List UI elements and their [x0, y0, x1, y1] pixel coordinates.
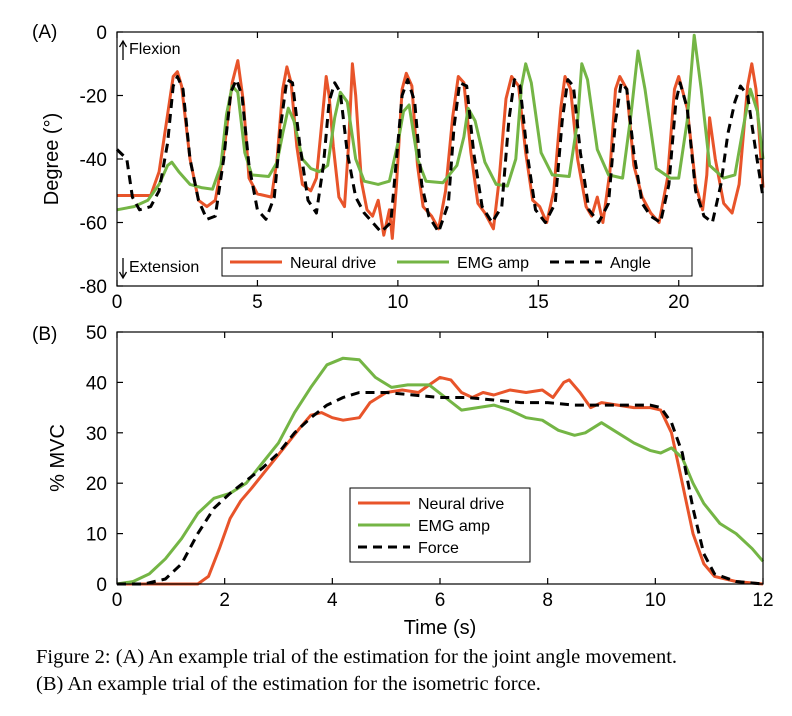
x-tick-label: 6 [435, 590, 446, 611]
legend-entry: EMG amp [418, 518, 490, 535]
x-tick-label: 2 [219, 590, 230, 611]
x-tick-label: 0 [112, 590, 123, 611]
arrow-up-head [118, 39, 128, 48]
y-tick-label: 20 [86, 474, 107, 495]
x-tick-label: 12 [752, 590, 773, 611]
y-axis-label: % MVC [47, 424, 69, 492]
y-axis-label: Degree (°) [41, 113, 63, 205]
annotation-extension: Extension [129, 259, 199, 276]
panel-b: (B) 0 2 4 6 8 10 12 0 10 20 30 40 50 % MVC Time (s) Neur… [32, 323, 774, 639]
x-tick-label: 20 [668, 292, 689, 313]
panel-label: (A) [32, 22, 57, 43]
caption-line-1: Figure 2: (A) An example trial of the es… [36, 646, 678, 668]
y-tick-label: -80 [80, 277, 107, 298]
figure-caption: Figure 2: (A) An example trial of the es… [36, 644, 776, 698]
caption-line-2: (B) An example trial of the estimation f… [36, 673, 541, 695]
legend: Neural drive EMG amp Angle [221, 247, 693, 277]
legend-entry: Neural drive [418, 496, 504, 513]
series-line-angle [115, 75, 765, 234]
x-tick-label: 10 [387, 292, 408, 313]
x-tick-label: 4 [327, 590, 338, 611]
y-tick-label: 0 [96, 23, 107, 44]
y-tick-label: 10 [86, 525, 107, 546]
x-tick-label: 8 [542, 590, 553, 611]
y-tick-label: 50 [86, 323, 107, 344]
legend: Neural drive EMG amp Force [349, 487, 531, 563]
x-axis-label: Time (s) [404, 617, 477, 639]
legend-entry: Force [418, 540, 459, 557]
x-tick-label: 10 [645, 590, 666, 611]
annotation-flexion: Flexion [129, 41, 181, 58]
x-tick-label: 5 [252, 292, 263, 313]
y-tick-label: -20 [80, 87, 107, 108]
series-line-neural-drive [117, 375, 764, 586]
legend-box [221, 247, 693, 277]
legend-entry: EMG amp [457, 255, 529, 272]
legend-entry: Angle [610, 255, 651, 272]
series-line-force [117, 391, 764, 586]
x-tick-label: 15 [528, 292, 549, 313]
legend-entry: Neural drive [290, 255, 376, 272]
panel-a: (A) 0 5 10 15 20 0 -20 -40 -60 -80 Degree (°) Flexio… [32, 22, 765, 313]
y-tick-label: -40 [80, 150, 107, 171]
y-tick-label: 40 [86, 373, 107, 394]
series-line-neural-drive [117, 59, 765, 240]
y-tick-label: 30 [86, 424, 107, 445]
y-tick-label: 0 [96, 575, 107, 596]
x-tick-label: 0 [112, 292, 123, 313]
panel-label: (B) [32, 324, 57, 345]
y-tick-label: -60 [80, 214, 107, 235]
arrow-down-head [118, 271, 128, 280]
